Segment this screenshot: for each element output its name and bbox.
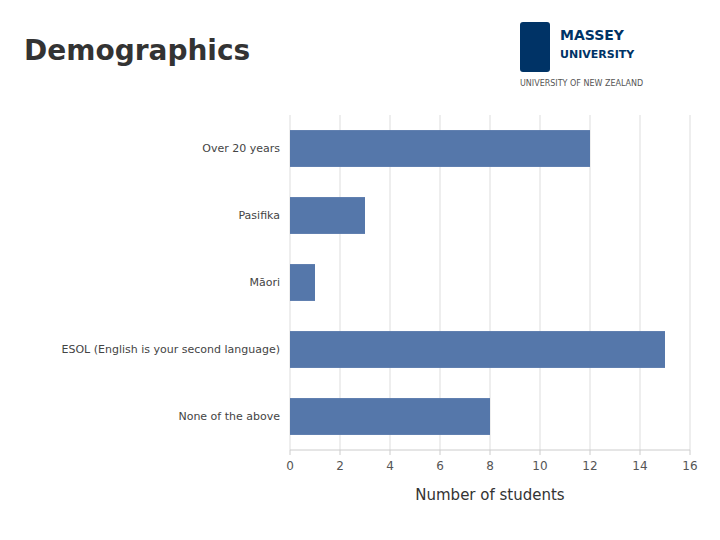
x-axis [290, 450, 690, 451]
tick-mark [590, 450, 591, 455]
tick-label: 12 [582, 459, 597, 473]
tick-label: 6 [436, 459, 444, 473]
tick-label: 0 [286, 459, 294, 473]
annotation: MASSEY [560, 27, 625, 43]
bar [290, 331, 665, 368]
bar [290, 398, 490, 435]
bars [290, 130, 665, 435]
tick-label: 4 [386, 459, 394, 473]
category-label: Pasifika [238, 209, 280, 222]
bar [290, 130, 590, 167]
grid-line [640, 115, 641, 450]
tick-mark [340, 450, 341, 455]
tick-label: 8 [486, 459, 494, 473]
tick-mark [390, 450, 391, 455]
chart: Demographics MASSEY UNIVERSITY UNIVERSITY O… [0, 0, 720, 540]
category-label: Māori [249, 276, 280, 289]
tick-mark [690, 450, 691, 455]
category-label: None of the above [178, 410, 280, 423]
annotation: UNIVERSITY [560, 48, 635, 61]
tick-mark [540, 450, 541, 455]
tick-label: 16 [682, 459, 697, 473]
bar [290, 264, 315, 301]
title: Demographics [24, 34, 250, 67]
x-axis-label: Number of students [415, 486, 565, 504]
tick-label: 10 [532, 459, 547, 473]
tick-mark [290, 450, 291, 455]
tick-mark [440, 450, 441, 455]
logo-shield [520, 22, 550, 72]
tick-label: 2 [336, 459, 344, 473]
category-label: Over 20 years [202, 142, 280, 155]
tick-mark [490, 450, 491, 455]
tick-label: 14 [632, 459, 647, 473]
category-label: ESOL (English is your second language) [62, 343, 280, 356]
tick-mark [640, 450, 641, 455]
bar [290, 197, 365, 234]
grid-line [690, 115, 691, 450]
annotation: UNIVERSITY OF NEW ZEALAND [520, 79, 643, 88]
grid [290, 115, 690, 450]
